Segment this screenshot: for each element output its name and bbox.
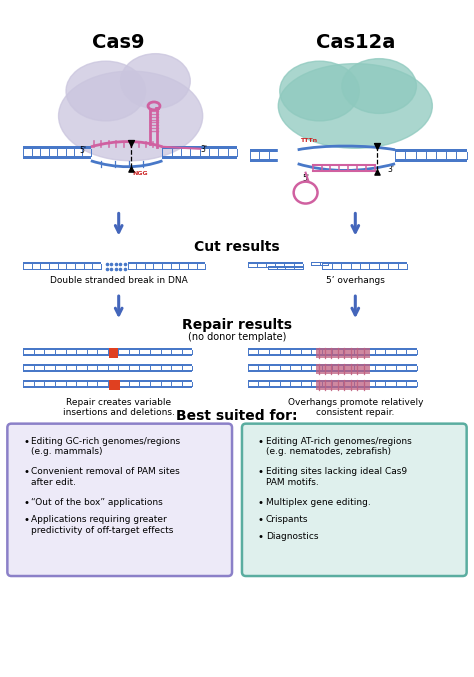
Ellipse shape xyxy=(121,53,190,108)
Point xyxy=(108,259,115,269)
Bar xyxy=(23,262,101,264)
Text: (no donor template): (no donor template) xyxy=(188,332,286,342)
Text: Overhangs promote relatively
consistent repair.: Overhangs promote relatively consistent … xyxy=(288,398,423,417)
Point xyxy=(117,259,124,269)
Point xyxy=(121,259,128,269)
Text: Editing sites lacking ideal Cas9
PAM motifs.: Editing sites lacking ideal Cas9 PAM mot… xyxy=(266,468,407,487)
Point xyxy=(112,264,119,275)
Bar xyxy=(250,149,298,152)
Ellipse shape xyxy=(278,64,432,148)
Bar xyxy=(128,262,205,264)
Bar xyxy=(248,386,417,388)
Bar xyxy=(23,354,192,356)
Bar xyxy=(316,364,370,374)
Bar xyxy=(248,380,417,382)
Bar xyxy=(278,148,298,166)
Bar xyxy=(23,370,192,372)
Text: 3': 3' xyxy=(387,165,394,174)
Bar xyxy=(268,266,302,267)
Text: Editing GC-rich genomes/regions
(e.g. mammals): Editing GC-rich genomes/regions (e.g. ma… xyxy=(31,437,180,456)
Text: Cas9: Cas9 xyxy=(92,33,145,52)
Bar xyxy=(128,269,205,271)
Bar xyxy=(316,348,370,358)
Text: 5': 5' xyxy=(302,174,310,183)
Point xyxy=(103,264,110,275)
Point xyxy=(103,259,110,269)
Point xyxy=(121,264,128,275)
Ellipse shape xyxy=(280,61,359,121)
Bar xyxy=(248,370,417,372)
Text: •: • xyxy=(258,515,264,525)
Bar xyxy=(316,380,370,390)
Text: Cas12a: Cas12a xyxy=(316,33,395,52)
Bar xyxy=(310,262,328,263)
Bar xyxy=(163,156,237,159)
Text: 3': 3' xyxy=(200,146,207,154)
Text: Best suited for:: Best suited for: xyxy=(176,409,298,422)
Text: •: • xyxy=(258,532,264,542)
Bar xyxy=(395,149,466,152)
Bar xyxy=(395,159,466,162)
Bar xyxy=(109,380,120,390)
Bar xyxy=(248,364,417,366)
Ellipse shape xyxy=(66,61,146,121)
FancyBboxPatch shape xyxy=(242,424,466,576)
Text: Applications requiring greater
predictivity of off-target effects: Applications requiring greater predictiv… xyxy=(31,515,173,535)
Bar xyxy=(23,364,192,366)
Bar xyxy=(322,269,407,271)
Ellipse shape xyxy=(342,59,417,114)
Bar xyxy=(248,267,302,268)
Text: •: • xyxy=(23,498,29,508)
Text: 5’ overhangs: 5’ overhangs xyxy=(326,276,385,285)
Point xyxy=(127,163,135,174)
Bar xyxy=(248,348,417,350)
Bar xyxy=(322,262,407,264)
Text: Repair results: Repair results xyxy=(182,318,292,332)
Text: •: • xyxy=(23,437,29,447)
Ellipse shape xyxy=(59,71,203,160)
Bar xyxy=(23,386,192,388)
Text: Cut results: Cut results xyxy=(194,240,280,255)
Text: TTTn: TTTn xyxy=(300,138,317,143)
Point xyxy=(108,264,115,275)
Text: Convenient removal of PAM sites
after edit.: Convenient removal of PAM sites after ed… xyxy=(31,468,180,487)
Text: Multiplex gene editing.: Multiplex gene editing. xyxy=(266,498,371,507)
Bar xyxy=(248,262,302,263)
Bar xyxy=(163,146,237,149)
Text: NGG: NGG xyxy=(133,171,148,176)
Bar xyxy=(23,156,91,159)
Bar xyxy=(109,348,118,358)
Bar xyxy=(23,146,91,149)
Bar xyxy=(248,354,417,356)
Bar xyxy=(23,380,192,382)
Point xyxy=(112,259,119,269)
FancyBboxPatch shape xyxy=(8,424,232,576)
Text: “Out of the box” applications: “Out of the box” applications xyxy=(31,498,163,507)
Text: •: • xyxy=(258,498,264,508)
Text: •: • xyxy=(258,468,264,477)
Text: Editing AT-rich genomes/regions
(e.g. nematodes, zebrafish): Editing AT-rich genomes/regions (e.g. ne… xyxy=(266,437,411,456)
Bar xyxy=(23,348,192,350)
Bar xyxy=(250,159,298,162)
Text: Double stranded break in DNA: Double stranded break in DNA xyxy=(50,276,188,285)
Point xyxy=(374,140,381,151)
Point xyxy=(374,167,381,177)
Text: Repair creates variable
insertions and deletions.: Repair creates variable insertions and d… xyxy=(63,398,174,417)
Bar xyxy=(23,269,101,271)
Text: •: • xyxy=(258,437,264,447)
Bar xyxy=(268,269,302,270)
Text: Diagnostics: Diagnostics xyxy=(266,532,319,541)
Point xyxy=(127,137,135,148)
Point xyxy=(117,264,124,275)
Text: Crispants: Crispants xyxy=(266,515,308,524)
Text: •: • xyxy=(23,515,29,525)
Text: 5': 5' xyxy=(79,146,86,155)
Text: •: • xyxy=(23,468,29,477)
